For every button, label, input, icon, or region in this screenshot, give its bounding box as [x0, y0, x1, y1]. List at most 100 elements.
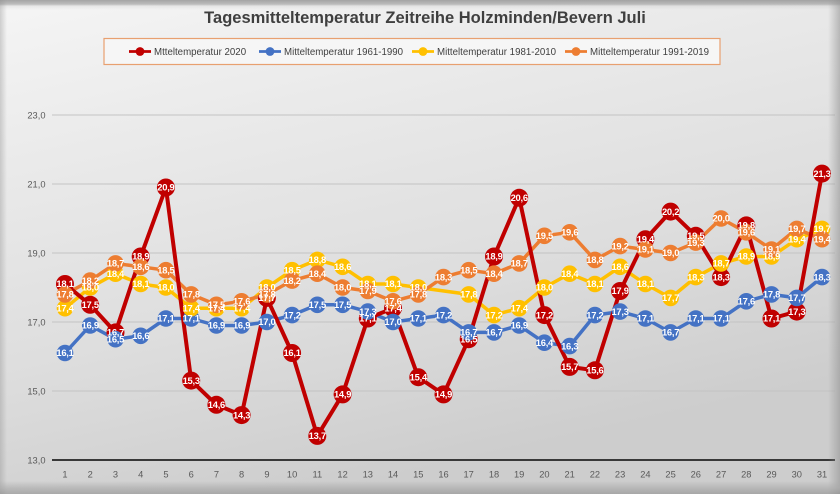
svg-text:18,3: 18,3 — [712, 271, 729, 282]
svg-text:3: 3 — [113, 469, 118, 479]
svg-text:16,1: 16,1 — [283, 347, 300, 358]
svg-text:17,1: 17,1 — [410, 313, 427, 324]
svg-text:18,4: 18,4 — [561, 268, 579, 279]
svg-text:15,3: 15,3 — [183, 375, 200, 386]
svg-text:23: 23 — [615, 469, 625, 479]
svg-text:16: 16 — [438, 469, 448, 479]
svg-text:17,8: 17,8 — [763, 289, 780, 300]
svg-text:Mitteltemperatur 1961-1990: Mitteltemperatur 1961-1990 — [284, 47, 404, 58]
svg-text:17,0: 17,0 — [258, 316, 275, 327]
svg-text:18,7: 18,7 — [107, 258, 124, 269]
svg-text:18,0: 18,0 — [258, 282, 275, 293]
svg-text:21,3: 21,3 — [813, 168, 830, 179]
svg-text:16,6: 16,6 — [132, 330, 149, 341]
svg-text:18,1: 18,1 — [359, 278, 376, 289]
svg-text:24: 24 — [640, 469, 650, 479]
svg-text:17,5: 17,5 — [334, 299, 351, 310]
svg-text:18,1: 18,1 — [132, 278, 149, 289]
svg-text:16,7: 16,7 — [662, 327, 679, 338]
svg-text:17,3: 17,3 — [611, 306, 628, 317]
svg-text:20,9: 20,9 — [157, 182, 174, 193]
svg-text:18,6: 18,6 — [611, 261, 628, 272]
svg-text:2: 2 — [88, 469, 93, 479]
svg-text:17,8: 17,8 — [410, 289, 427, 300]
svg-text:18,6: 18,6 — [334, 261, 351, 272]
svg-text:16,9: 16,9 — [208, 320, 225, 331]
svg-text:20,0: 20,0 — [712, 213, 729, 224]
svg-text:18,5: 18,5 — [460, 264, 477, 275]
svg-text:20: 20 — [539, 469, 549, 479]
svg-text:15,6: 15,6 — [586, 365, 603, 376]
svg-text:15,4: 15,4 — [410, 371, 428, 382]
svg-text:Mitteltemperatur 1991-2019: Mitteltemperatur 1991-2019 — [590, 47, 709, 58]
svg-text:16,7: 16,7 — [485, 327, 502, 338]
svg-text:18,9: 18,9 — [132, 251, 149, 262]
svg-text:19: 19 — [514, 469, 524, 479]
svg-text:18,1: 18,1 — [586, 278, 603, 289]
svg-text:17,9: 17,9 — [611, 285, 628, 296]
svg-text:15,7: 15,7 — [561, 361, 578, 372]
svg-text:28: 28 — [741, 469, 751, 479]
svg-text:19,4: 19,4 — [637, 233, 655, 244]
svg-text:7: 7 — [214, 469, 219, 479]
svg-text:16,7: 16,7 — [107, 327, 124, 338]
svg-text:11: 11 — [312, 469, 322, 479]
svg-text:16,4: 16,4 — [536, 337, 554, 348]
svg-text:21: 21 — [565, 469, 575, 479]
svg-text:18,5: 18,5 — [157, 264, 174, 275]
svg-text:18,2: 18,2 — [82, 275, 99, 286]
svg-text:14,6: 14,6 — [208, 399, 225, 410]
svg-text:17,6: 17,6 — [384, 296, 401, 307]
svg-text:19,4: 19,4 — [813, 233, 831, 244]
svg-text:18,0: 18,0 — [334, 282, 351, 293]
svg-text:20,6: 20,6 — [511, 192, 528, 203]
svg-text:25: 25 — [665, 469, 675, 479]
svg-text:18,4: 18,4 — [107, 268, 125, 279]
svg-text:14,9: 14,9 — [334, 389, 351, 400]
svg-text:1: 1 — [62, 469, 67, 479]
svg-text:16,3: 16,3 — [561, 340, 578, 351]
svg-text:15: 15 — [413, 469, 423, 479]
svg-text:17,5: 17,5 — [309, 299, 326, 310]
svg-text:18,4: 18,4 — [485, 268, 503, 279]
svg-text:15,0: 15,0 — [27, 386, 45, 396]
svg-text:16,7: 16,7 — [460, 327, 477, 338]
svg-text:19,1: 19,1 — [763, 244, 780, 255]
svg-text:6: 6 — [189, 469, 194, 479]
svg-text:17,3: 17,3 — [359, 306, 376, 317]
svg-text:18,3: 18,3 — [813, 271, 830, 282]
svg-text:17,1: 17,1 — [687, 313, 704, 324]
svg-text:19,8: 19,8 — [738, 220, 755, 231]
svg-text:17,2: 17,2 — [435, 309, 452, 320]
svg-text:18,1: 18,1 — [637, 278, 654, 289]
svg-text:17,4: 17,4 — [183, 302, 201, 313]
svg-text:18,0: 18,0 — [410, 282, 427, 293]
svg-text:22: 22 — [590, 469, 600, 479]
svg-text:14: 14 — [388, 469, 398, 479]
svg-text:18,1: 18,1 — [384, 278, 401, 289]
svg-text:19,0: 19,0 — [662, 247, 679, 258]
svg-text:18,3: 18,3 — [687, 271, 704, 282]
svg-text:17,6: 17,6 — [233, 296, 250, 307]
svg-text:16,9: 16,9 — [511, 320, 528, 331]
svg-text:18,0: 18,0 — [536, 282, 553, 293]
svg-text:18,8: 18,8 — [309, 254, 326, 265]
svg-text:4: 4 — [138, 469, 143, 479]
svg-text:12: 12 — [337, 469, 347, 479]
svg-text:17,4: 17,4 — [384, 302, 402, 313]
svg-text:Tagesmitteltemperatur Zeitreih: Tagesmitteltemperatur Zeitreihe Holzmind… — [204, 9, 646, 27]
svg-text:17: 17 — [464, 469, 474, 479]
svg-text:19,7: 19,7 — [788, 223, 805, 234]
svg-text:31: 31 — [817, 469, 827, 479]
svg-text:17,1: 17,1 — [183, 313, 200, 324]
svg-text:19,5: 19,5 — [536, 230, 553, 241]
svg-text:19,6: 19,6 — [561, 227, 578, 238]
svg-text:17,2: 17,2 — [283, 309, 300, 320]
svg-text:17,1: 17,1 — [359, 313, 376, 324]
svg-text:17,4: 17,4 — [233, 302, 251, 313]
svg-text:18,1: 18,1 — [56, 278, 73, 289]
svg-text:17,0: 17,0 — [27, 317, 45, 327]
svg-text:16,9: 16,9 — [82, 320, 99, 331]
svg-text:19,5: 19,5 — [687, 230, 704, 241]
svg-text:19,6: 19,6 — [738, 227, 755, 238]
